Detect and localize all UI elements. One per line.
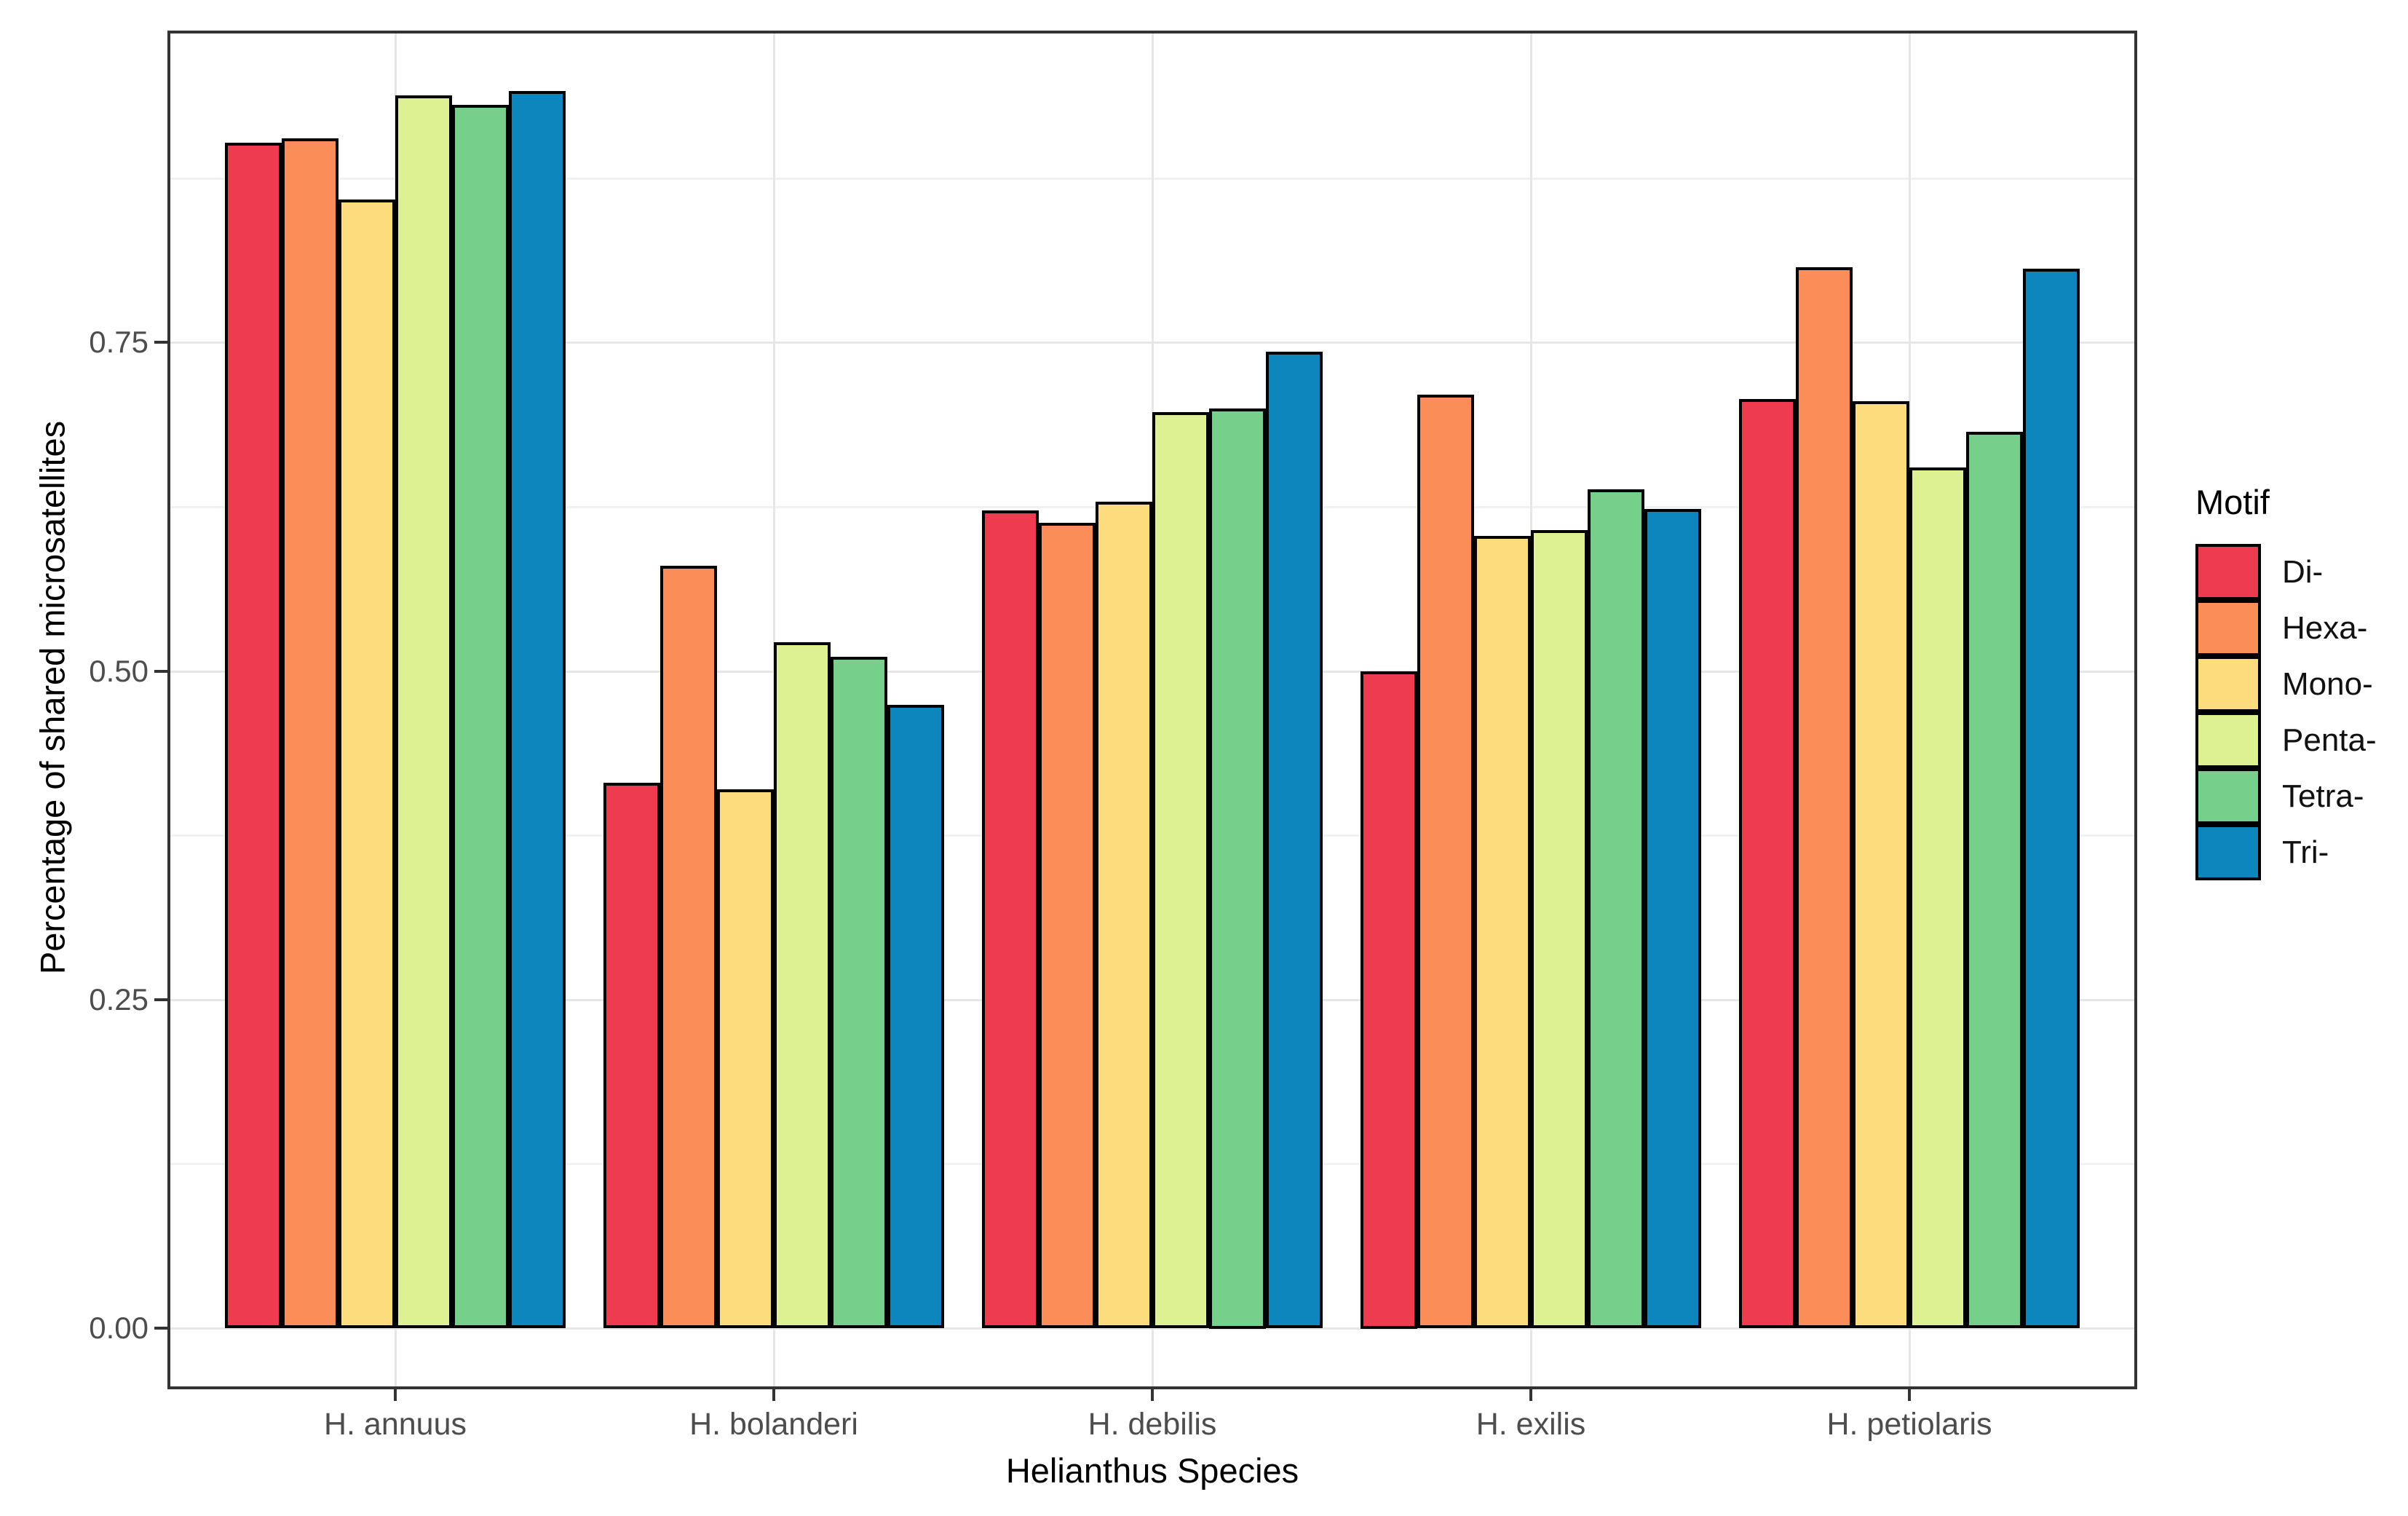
bar-H.petiolaris-Tri — [2023, 269, 2080, 1328]
bar-H.bolanderi-Mono — [717, 789, 774, 1328]
bar-H.bolanderi-Di — [603, 783, 660, 1328]
bar-H.annuus-Tetra — [452, 105, 509, 1328]
legend-swatch-Penta — [2195, 712, 2261, 768]
bar-H.annuus-Tri — [509, 91, 566, 1328]
bar-H.annuus-Mono — [338, 200, 395, 1328]
x-axis-tick — [394, 1389, 397, 1401]
legend-swatch-Tetra — [2195, 768, 2261, 824]
legend-swatch-Mono — [2195, 656, 2261, 712]
bar-H.exilis-Mono — [1474, 536, 1531, 1328]
bar-H.petiolaris-Mono — [1853, 401, 1909, 1328]
bar-H.debilis-Tetra — [1209, 408, 1266, 1329]
bar-H.exilis-Di — [1361, 671, 1417, 1329]
legend-swatch-Di — [2195, 544, 2261, 600]
bar-H.annuus-Di — [225, 143, 282, 1328]
bar-H.petiolaris-Di — [1739, 399, 1796, 1328]
bar-H.petiolaris-Tetra — [1966, 432, 2023, 1328]
legend-label-Hexa: Hexa- — [2282, 610, 2368, 646]
legend-label-Tri: Tri- — [2282, 834, 2329, 870]
x-tick-label: H. bolanderi — [689, 1407, 858, 1442]
x-tick-label: H. petiolaris — [1826, 1407, 1992, 1442]
plot-panel — [167, 31, 2137, 1389]
x-axis-tick — [1908, 1389, 1911, 1401]
y-axis-tick — [154, 670, 167, 673]
bar-H.exilis-Tri — [1644, 509, 1701, 1328]
x-tick-label: H. annuus — [323, 1407, 467, 1442]
y-tick-label: 0.75 — [89, 325, 148, 359]
x-tick-label: H. exilis — [1476, 1407, 1586, 1442]
bar-H.bolanderi-Penta — [774, 642, 831, 1328]
legend-swatch-Hexa — [2195, 600, 2261, 656]
bar-H.bolanderi-Tetra — [831, 657, 887, 1328]
bar-H.debilis-Mono — [1096, 502, 1152, 1328]
legend: Motif Di- Hexa- Mono- Penta- Tetra- Tri- — [2195, 483, 2377, 880]
legend-label-Penta: Penta- — [2282, 722, 2377, 758]
y-tick-label: 0.50 — [89, 654, 148, 688]
y-tick-label: 0.00 — [89, 1311, 148, 1345]
bar-H.bolanderi-Tri — [887, 705, 944, 1328]
legend-label-Tetra: Tetra- — [2282, 778, 2364, 814]
x-axis-title: Helianthus Species — [1005, 1451, 1299, 1490]
y-axis-tick — [154, 1327, 167, 1330]
legend-label-Mono: Mono- — [2282, 666, 2373, 702]
bar-H.petiolaris-Hexa — [1796, 267, 1853, 1328]
bar-H.debilis-Di — [982, 510, 1039, 1328]
bar-H.debilis-Hexa — [1039, 523, 1096, 1328]
bar-H.debilis-Tri — [1266, 352, 1323, 1328]
bar-H.petiolaris-Penta — [1909, 467, 1966, 1328]
x-axis-tick — [1151, 1389, 1154, 1401]
legend-title: Motif — [2195, 483, 2270, 521]
y-axis-tick — [154, 998, 167, 1001]
bar-H.annuus-Hexa — [282, 138, 338, 1328]
bar-H.debilis-Penta — [1152, 412, 1209, 1328]
x-axis-tick — [1529, 1389, 1532, 1401]
bar-H.exilis-Tetra — [1588, 489, 1644, 1328]
x-tick-label: H. debilis — [1088, 1407, 1217, 1442]
bar-H.exilis-Penta — [1531, 530, 1588, 1328]
bar-H.exilis-Hexa — [1417, 395, 1474, 1328]
legend-swatch-Tri — [2195, 824, 2261, 880]
x-axis-tick — [772, 1389, 775, 1401]
legend-label-Di: Di- — [2282, 554, 2324, 590]
bar-H.annuus-Penta — [395, 95, 452, 1328]
y-axis-title: Percentage of shared microsatellites — [33, 420, 72, 975]
y-tick-label: 0.25 — [89, 982, 148, 1016]
bar-H.bolanderi-Hexa — [660, 566, 717, 1328]
y-axis-tick — [154, 341, 167, 344]
